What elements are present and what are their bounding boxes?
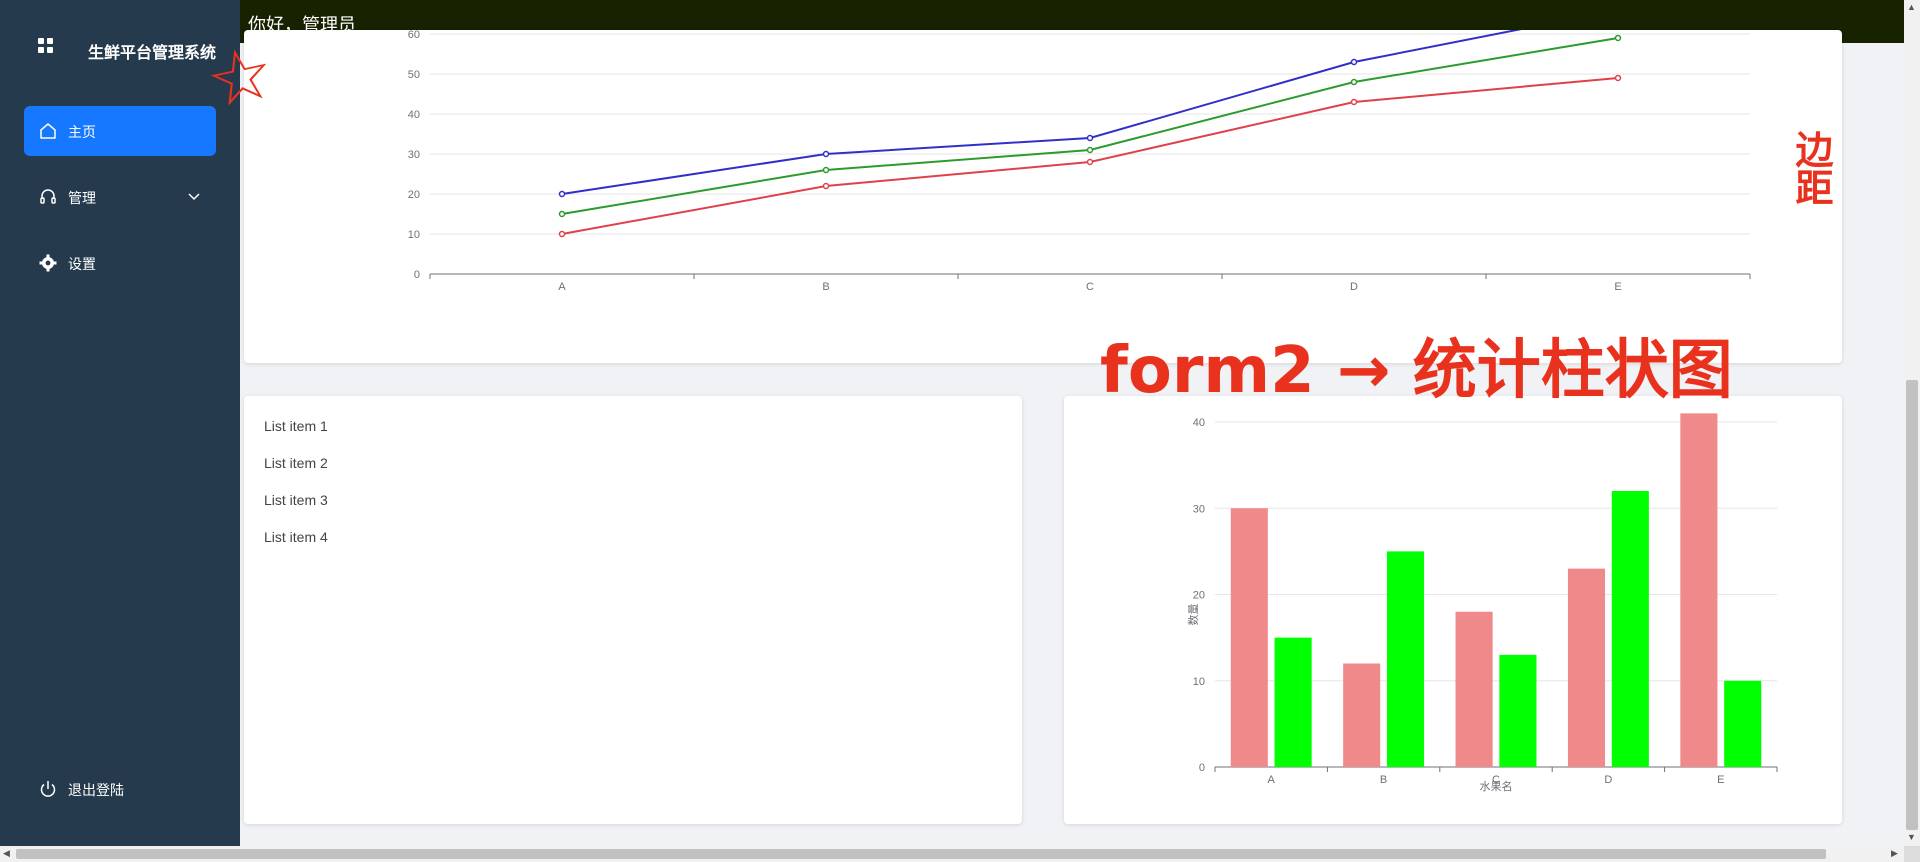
y-tick-label: 20 <box>1193 590 1205 602</box>
line-chart-card: 0 10 20 30 40 50 60 A B C D E <box>244 30 1842 363</box>
bar-series-1 <box>1455 611 1493 767</box>
bar-series-1 <box>1567 568 1606 767</box>
bar-series-1 <box>1680 413 1718 767</box>
data-point <box>822 182 830 190</box>
bar-chart: 0 10 20 30 40 A B C D E 水果名 数量 <box>1187 413 1778 793</box>
y-tick-label: 10 <box>1193 676 1205 688</box>
bar-series-2 <box>1724 680 1762 767</box>
bar-series-2 <box>1386 551 1425 767</box>
x-tick-label: C <box>1086 281 1094 293</box>
bar-chart-card: 0 10 20 30 40 A B C D E 水果名 数量 <box>1064 396 1842 824</box>
scroll-right-icon[interactable]: ▶ <box>1891 848 1898 858</box>
y-tick-label: 40 <box>408 109 420 121</box>
brand-name: 生鲜平台管理系统 <box>88 45 217 62</box>
y-tick-label: 50 <box>408 69 420 81</box>
x-tick-label: B <box>822 281 829 293</box>
sidebar: 生鲜平台管理系统 主页 管理 设置 退出登陆 <box>0 0 240 862</box>
vertical-scrollbar[interactable]: ▲ ▼ <box>1904 0 1920 846</box>
x-tick-label: B <box>1380 774 1387 786</box>
bar-series-2 <box>1499 654 1537 767</box>
y-tick-label: 0 <box>414 269 420 281</box>
data-point <box>822 150 830 158</box>
x-tick-label: D <box>1604 774 1612 786</box>
data-point <box>1086 158 1094 166</box>
list-item[interactable]: List item 2 <box>264 455 328 471</box>
data-point <box>558 190 566 198</box>
chevron-down-icon[interactable] <box>186 188 202 204</box>
power-icon <box>38 779 58 799</box>
data-point <box>558 210 566 218</box>
scroll-up-icon[interactable]: ▲ <box>1907 2 1916 12</box>
vertical-scroll-thumb[interactable] <box>1906 380 1918 830</box>
logout-label: 退出登陆 <box>68 782 124 798</box>
data-point <box>1350 78 1358 86</box>
sidebar-item-manage[interactable]: 管理 <box>24 172 216 222</box>
series-line-3 <box>561 77 1619 235</box>
x-tick-label: E <box>1717 774 1724 786</box>
scrollbar-corner <box>1904 846 1920 862</box>
logout-button[interactable]: 退出登陆 <box>24 764 216 814</box>
x-tick-label: A <box>1268 774 1276 786</box>
series-line-1 <box>561 30 1522 195</box>
x-tick-label: A <box>558 281 566 293</box>
bar-series-2 <box>1611 491 1649 767</box>
y-tick-label: 60 <box>408 30 420 41</box>
x-tick-label: C <box>1492 774 1500 786</box>
bar-series-1 <box>1343 663 1381 767</box>
brand: 生鲜平台管理系统 <box>0 0 240 100</box>
gear-icon <box>38 253 58 273</box>
headset-icon <box>38 187 58 207</box>
data-point <box>1614 74 1622 82</box>
data-point <box>822 166 830 174</box>
horizontal-scrollbar[interactable]: ◀ ▶ <box>0 846 1904 862</box>
data-point <box>558 230 566 238</box>
y-tick-label: 10 <box>408 229 420 241</box>
x-tick-label: E <box>1614 281 1621 293</box>
series-line-2 <box>561 37 1619 215</box>
y-tick-label: 0 <box>1199 762 1205 774</box>
home-icon <box>38 121 58 141</box>
data-point <box>1350 58 1358 66</box>
y-axis-label: 数量 <box>1187 604 1200 626</box>
list-item[interactable]: List item 3 <box>264 492 328 508</box>
bar-series-1 <box>1230 508 1268 767</box>
list-item[interactable]: List item 4 <box>264 529 328 545</box>
list-item[interactable]: List item 1 <box>264 418 328 434</box>
sidebar-item-settings[interactable]: 设置 <box>24 238 216 288</box>
y-tick-label: 30 <box>408 149 420 161</box>
y-tick-label: 40 <box>1193 417 1205 429</box>
bar-series-2 <box>1274 637 1312 767</box>
sidebar-item-label: 主页 <box>68 124 96 140</box>
grid-logo-icon <box>38 38 54 54</box>
x-tick-label: D <box>1350 281 1358 293</box>
sidebar-item-label: 管理 <box>68 190 96 206</box>
sidebar-item-home[interactable]: 主页 <box>24 106 216 156</box>
data-point <box>1350 98 1358 106</box>
y-tick-label: 30 <box>1193 503 1205 515</box>
x-axis-label: 水果名 <box>1480 779 1513 793</box>
data-point <box>1614 34 1622 42</box>
sidebar-item-label: 设置 <box>68 256 96 272</box>
data-point <box>1086 134 1094 142</box>
horizontal-scroll-thumb[interactable] <box>16 849 1826 859</box>
y-tick-label: 20 <box>408 189 420 201</box>
scroll-down-icon[interactable]: ▼ <box>1907 832 1916 842</box>
line-chart: 0 10 20 30 40 50 60 A B C D E <box>408 30 1751 293</box>
data-point <box>1086 146 1094 154</box>
scroll-left-icon[interactable]: ◀ <box>3 848 10 858</box>
list-card: List item 1 List item 2 List item 3 List… <box>244 396 1022 824</box>
